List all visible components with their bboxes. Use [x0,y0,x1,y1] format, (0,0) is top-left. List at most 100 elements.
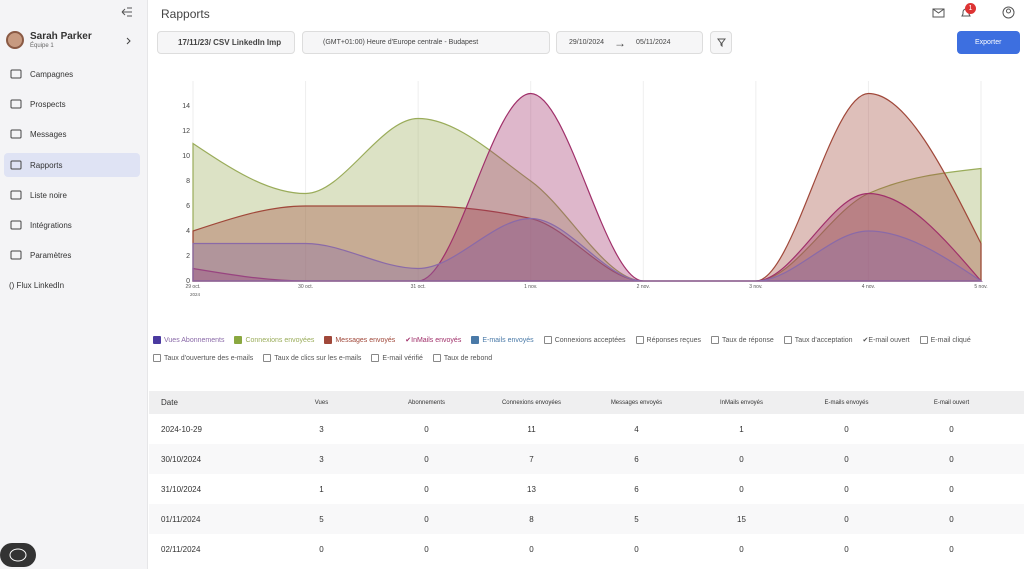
legend-item[interactable]: Taux de rebond [433,352,492,364]
nav-item[interactable]: Rapports [4,153,140,177]
y-tick-label: 6 [186,203,190,210]
legend-item[interactable]: Taux d'ouverture des e-mails [153,352,253,364]
nav-item[interactable]: Paramètres [4,243,140,267]
nav-item[interactable]: Messages [4,122,140,146]
nav-item[interactable]: Campagnes [4,62,140,86]
export-label: Exporter [975,39,1001,46]
legend-label: ✔InMails envoyés [405,336,461,344]
timezone: (GMT+01:00) Heure d'Europe centrale - Bu… [323,39,478,46]
table-row: 2024-10-2930114100 [149,414,1024,444]
campaign-select[interactable]: 17/11/23/ CSV LinkedIn Imp [157,31,295,54]
checkbox [153,354,161,362]
table-cell: 5 [269,515,374,524]
nav-label: Campagnes [30,70,73,79]
column-header: Messages envoyés [584,400,689,406]
table-cell: 0 [794,485,899,494]
table-cell: 0 [794,515,899,524]
nav-item[interactable]: Prospects [4,92,140,116]
table-cell: 0 [374,425,479,434]
legend-label: Messages envoyés [335,337,395,344]
y-tick-label: 2 [186,253,190,260]
table-cell: 0 [899,485,1004,494]
legend-item[interactable]: Réponses reçues [636,334,701,346]
table-cell: 0 [689,485,794,494]
x-tick-label: 30 oct. [298,284,313,290]
table-cell: 5 [584,515,689,524]
legend-item[interactable]: Vues Abonnements [153,334,224,346]
legend-item[interactable]: E-mails envoyés [471,334,533,346]
y-tick-label: 8 [186,178,190,185]
column-header: Date [149,398,269,407]
nav-label: Liste noire [30,191,67,200]
table-cell: 0 [899,515,1004,524]
legend-item[interactable]: Taux de réponse [711,334,774,346]
legend-item[interactable]: Connexions envoyées [234,334,314,346]
checkbox [920,336,928,344]
table-cell: 3 [269,425,374,434]
chevron [126,37,132,45]
x-tick-label: 5 nov. [974,284,987,290]
table-cell: 31/10/2024 [149,485,269,494]
column-header: InMails envoyés [689,400,794,406]
campaign: 17/11/23/ CSV LinkedIn Imp [178,38,281,47]
legend-item[interactable]: E-mail vérifié [371,352,422,364]
checkbox [636,336,644,344]
table-cell: 0 [899,425,1004,434]
legend-label: Réponses reçues [647,337,701,344]
y-tick-label: 0 [186,278,190,285]
legend-label: Taux de réponse [722,337,774,344]
nav-item[interactable]: Intégrations [4,213,140,237]
export-button[interactable]: Exporter [957,31,1020,54]
legend-item[interactable]: Taux de clics sur les e-mails [263,352,361,364]
table-cell: 6 [584,455,689,464]
table-cell: 7 [479,455,584,464]
legend-item[interactable]: ✔InMails envoyés [405,334,461,346]
legend-item[interactable]: Taux d'acceptation [784,334,853,346]
nav-label: Paramètres [30,251,71,260]
main: Rapports 1 17/11/23/ CSV LinkedIn Imp (G… [149,0,1024,569]
y-tick-label: 12 [182,128,190,135]
table-cell: 0 [374,545,479,554]
legend-item[interactable]: E-mail cliqué [920,334,971,346]
user-name: Sarah Parker [30,31,92,42]
table-cell: 13 [479,485,584,494]
column-header: Connexions envoyées [479,400,584,406]
legend-item[interactable]: Connexions acceptées [544,334,626,346]
table-cell: 0 [689,455,794,464]
legend-label: Taux de clics sur les e-mails [274,355,361,362]
table-cell: 0 [269,545,374,554]
nav-item[interactable]: Liste noire [4,183,140,207]
table-cell: 0 [794,545,899,554]
chart: 29 oct.30 oct.31 oct.1 nov.2 nov.3 nov.4… [149,62,1024,332]
y-tick-label: 10 [182,153,190,160]
column-header: E-mail ouvert [899,400,1004,406]
legend-item[interactable]: Messages envoyés [324,334,395,346]
table-row: 02/11/20240000000 [149,534,1024,564]
filter-button[interactable] [710,31,732,54]
legend-label: ✔E-mail ouvert [863,336,910,344]
legend-label: Vues Abonnements [164,337,224,344]
date-range[interactable]: 29/10/2024→05/11/2024 [556,31,703,54]
checkbox [784,336,792,344]
checkbox [263,354,271,362]
column-header: Vues [269,400,374,406]
account-icon[interactable] [1002,6,1015,19]
notification-badge: 1 [965,3,976,14]
flux-link[interactable]: () Flux LinkedIn [9,281,64,290]
chat-button[interactable] [0,543,36,567]
page-title: Rapports [161,7,210,21]
legend-item[interactable]: ✔E-mail ouvert [863,334,910,346]
timezone-select[interactable]: (GMT+01:00) Heure d'Europe centrale - Bu… [302,31,550,54]
legend: Vues Abonnements Connexions envoyées Messa… [153,334,973,364]
user-menu[interactable]: Sarah Parker Équipe 1 [6,30,142,52]
table-cell: 6 [584,485,689,494]
column-header: Abonnements [374,400,479,406]
mail-icon[interactable] [932,7,946,19]
table-cell: 0 [374,485,479,494]
table-cell: 0 [584,545,689,554]
collapse-icon[interactable] [121,7,133,17]
legend-label: Connexions envoyées [245,337,314,344]
y-tick-label: 4 [186,228,190,235]
table-cell: 0 [689,545,794,554]
nav-label: Intégrations [30,221,72,230]
